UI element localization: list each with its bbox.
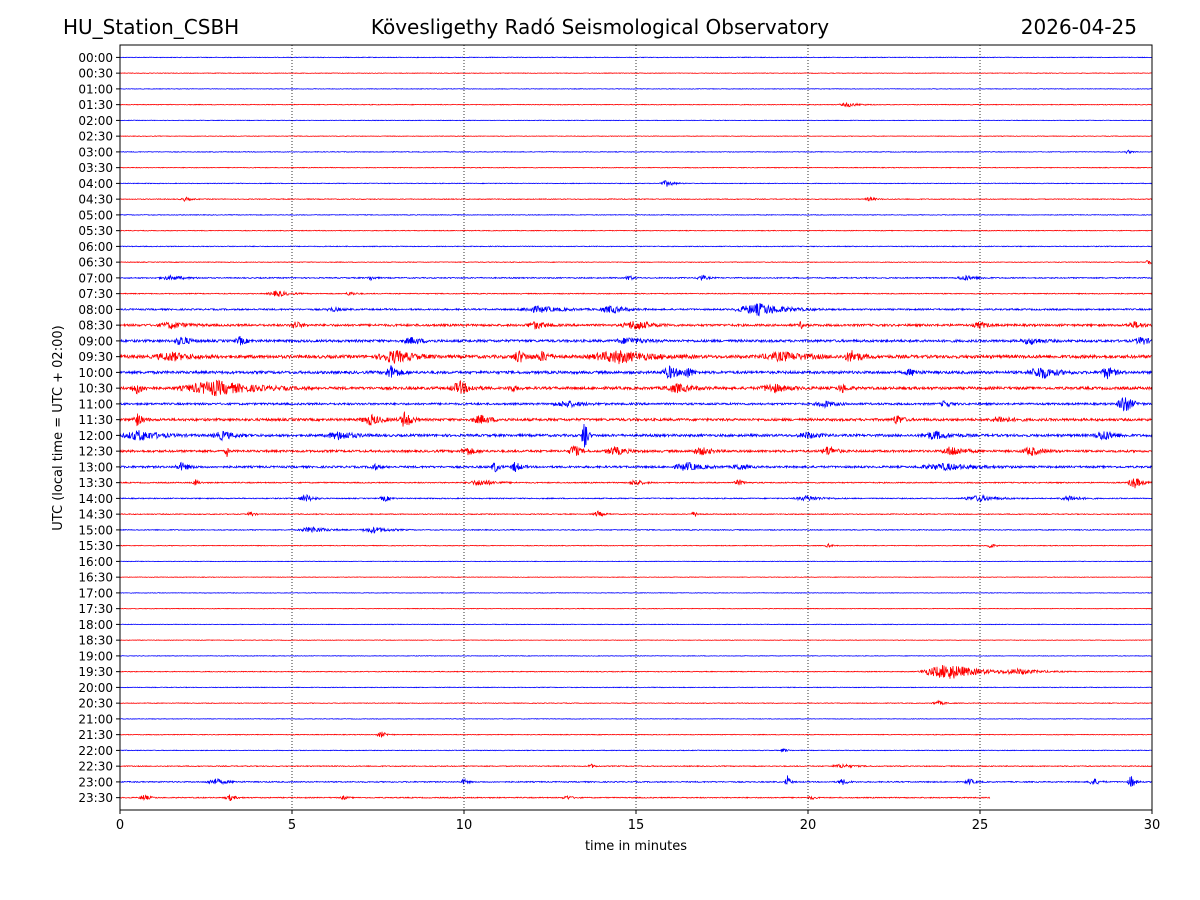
- y-tick-label: 02:00: [78, 114, 113, 128]
- x-tick-label: 10: [456, 818, 473, 833]
- y-tick-label: 13:00: [78, 460, 113, 474]
- y-tick-label: 20:00: [78, 681, 113, 695]
- trace-0930: [119, 350, 1153, 365]
- trace-1530: [119, 542, 1153, 549]
- y-tick-label: 09:00: [78, 334, 113, 348]
- trace-1000: [119, 365, 1153, 380]
- trace-0300: [119, 149, 1153, 155]
- y-tick-label: 18:30: [78, 634, 113, 648]
- trace-0500: [119, 213, 1153, 216]
- trace-2230: [119, 763, 1153, 769]
- y-tick-label: 19:00: [78, 649, 113, 663]
- y-tick-label: 15:00: [78, 523, 113, 537]
- y-tick-label: 10:30: [78, 382, 113, 396]
- y-tick-label: 10:00: [78, 366, 113, 380]
- y-tick-label: 23:00: [78, 775, 113, 789]
- y-tick-label: 02:30: [78, 130, 113, 144]
- y-tick-label: 17:00: [78, 586, 113, 600]
- y-axis-label: UTC (local time = UTC + 02:00): [51, 325, 66, 530]
- x-tick-label: 15: [628, 818, 645, 833]
- trace-2030: [119, 699, 1153, 706]
- y-tick-label: 11:00: [78, 397, 113, 411]
- x-tick-label: 20: [800, 818, 817, 833]
- trace-1300: [119, 461, 1153, 473]
- record-date: 2026-04-25: [1020, 15, 1137, 39]
- trace-1500: [119, 526, 1153, 534]
- trace-0100: [119, 88, 1153, 91]
- trace-1100: [119, 397, 1153, 412]
- y-tick-label: 06:00: [78, 240, 113, 254]
- y-tick-label: 05:30: [78, 224, 113, 238]
- y-tick-label: 22:30: [78, 760, 113, 774]
- y-tick-label: 22:00: [78, 744, 113, 758]
- y-tick-label: 06:30: [78, 256, 113, 270]
- station-name: HU_Station_CSBH: [63, 15, 240, 39]
- trace-1130: [119, 411, 1153, 427]
- y-tick-label: 04:30: [78, 193, 113, 207]
- trace-0630: [119, 260, 1153, 265]
- trace-2330: [119, 794, 991, 802]
- y-tick-label: 15:30: [78, 539, 113, 553]
- y-tick-label: 09:30: [78, 350, 113, 364]
- chart-title: Kövesligethy Radó Seismological Observat…: [370, 15, 830, 39]
- trace-2130: [119, 731, 1153, 738]
- y-tick-label: 08:00: [78, 303, 113, 317]
- trace-2100: [119, 718, 1153, 720]
- trace-0700: [119, 274, 1153, 282]
- x-tick-label: 25: [972, 818, 989, 833]
- y-tick-label: 21:00: [78, 712, 113, 726]
- trace-0030: [119, 72, 1153, 74]
- y-tick-label: 07:00: [78, 271, 113, 285]
- trace-0130: [119, 101, 1153, 108]
- y-tick-label: 20:30: [78, 697, 113, 711]
- trace-1930: [119, 665, 1153, 679]
- y-tick-label: 03:30: [78, 161, 113, 175]
- x-tick-label: 30: [1144, 818, 1161, 833]
- y-tick-label: 19:30: [78, 665, 113, 679]
- y-tick-label: 05:00: [78, 208, 113, 222]
- trace-0230: [119, 135, 1153, 138]
- trace-1430: [119, 510, 1153, 517]
- x-tick-label: 0: [116, 818, 124, 833]
- trace-1900: [119, 654, 1153, 657]
- trace-0900: [119, 335, 1153, 346]
- y-tick-label: 01:00: [78, 82, 113, 96]
- y-tick-label: 14:00: [78, 492, 113, 506]
- y-tick-label: 17:30: [78, 602, 113, 616]
- y-tick-label: 08:30: [78, 319, 113, 333]
- x-tick-labels: 0 5 10 15 20 25 30: [116, 810, 1160, 833]
- y-tick-label: 12:30: [78, 445, 113, 459]
- y-tick-label: 16:00: [78, 555, 113, 569]
- trace-0330: [119, 166, 1153, 169]
- y-tick-label: 04:00: [78, 177, 113, 191]
- trace-1700: [119, 592, 1153, 594]
- x-axis-label: time in minutes: [585, 839, 687, 854]
- trace-1730: [119, 607, 1153, 610]
- y-tick-label: 16:30: [78, 571, 113, 585]
- y-tick-label: 00:00: [78, 51, 113, 65]
- x-tick-label: 5: [288, 818, 296, 833]
- y-tick-label: 07:30: [78, 287, 113, 301]
- y-tick-label: 23:30: [78, 791, 113, 805]
- y-tick-label: 18:00: [78, 618, 113, 632]
- trace-2300: [119, 775, 1153, 788]
- grid-lines: [291, 45, 981, 810]
- y-tick-label: 00:30: [78, 67, 113, 81]
- trace-1630: [119, 576, 1153, 578]
- trace-1030: [119, 379, 1153, 397]
- y-tick-label: 13:30: [78, 476, 113, 490]
- y-tick-label: 11:30: [78, 413, 113, 427]
- trace-0430: [119, 196, 1153, 202]
- y-tick-label: 12:00: [78, 429, 113, 443]
- trace-0530: [119, 229, 1153, 232]
- y-tick-label: 21:30: [78, 728, 113, 742]
- y-tick-label: 01:30: [78, 98, 113, 112]
- trace-0730: [119, 289, 1153, 298]
- trace-0830: [119, 320, 1153, 331]
- y-tick-label: 03:00: [78, 145, 113, 159]
- y-tick-label: 14:30: [78, 508, 113, 522]
